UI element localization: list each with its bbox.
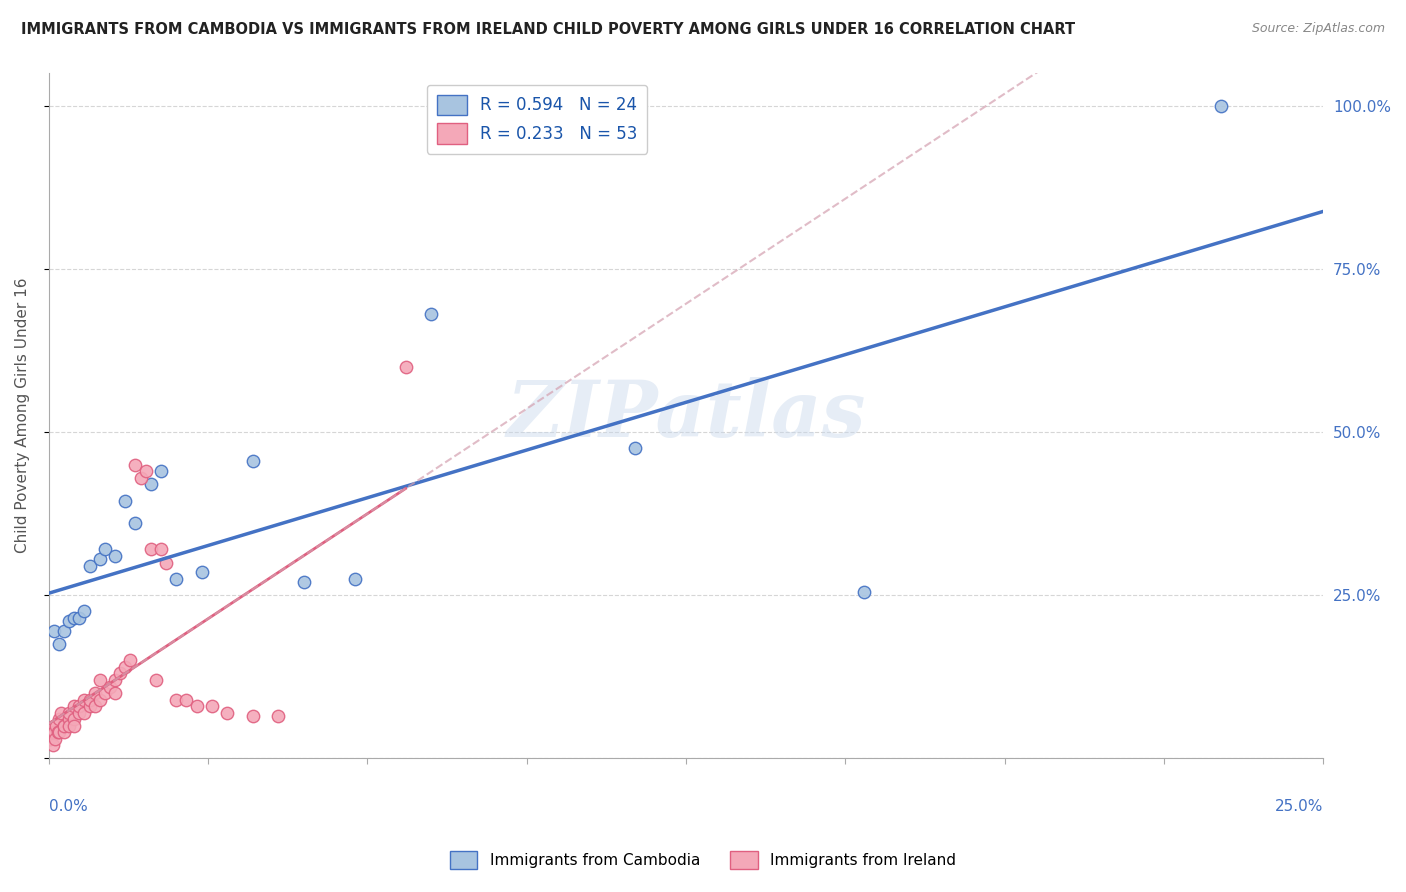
Point [48, 725, 70, 739]
Point [217, 706, 239, 720]
Point [73, 605, 96, 619]
Point [42, 719, 65, 733]
Point [83, 699, 105, 714]
Legend: R = 0.594   N = 24, R = 0.233   N = 53: R = 0.594 N = 24, R = 0.233 N = 53 [426, 85, 647, 153]
Point [139, 542, 162, 557]
Point [108, 666, 131, 681]
Point [1211, 98, 1233, 112]
Point [201, 699, 224, 714]
Point [165, 572, 187, 586]
Point [394, 359, 416, 374]
Point [46, 725, 69, 739]
Point [45, 719, 67, 733]
Point [83, 686, 105, 700]
Point [67, 611, 90, 625]
Point [135, 464, 157, 478]
Point [73, 692, 96, 706]
Point [129, 471, 152, 485]
Point [89, 692, 111, 706]
Point [94, 686, 117, 700]
Point [104, 673, 127, 687]
Point [53, 725, 76, 739]
Point [104, 686, 127, 700]
Point [186, 699, 208, 714]
Point [51, 706, 73, 720]
Y-axis label: Child Poverty Among Girls Under 16: Child Poverty Among Girls Under 16 [15, 278, 30, 553]
Text: IMMIGRANTS FROM CAMBODIA VS IMMIGRANTS FROM IRELAND CHILD POVERTY AMONG GIRLS UN: IMMIGRANTS FROM CAMBODIA VS IMMIGRANTS F… [21, 22, 1076, 37]
Point [63, 719, 86, 733]
Point [42, 624, 65, 638]
Text: ZIPatlas: ZIPatlas [506, 377, 866, 454]
Point [73, 706, 96, 720]
Point [42, 725, 65, 739]
Point [343, 572, 366, 586]
Point [149, 464, 172, 478]
Text: Source: ZipAtlas.com: Source: ZipAtlas.com [1251, 22, 1385, 36]
Point [420, 308, 443, 322]
Point [114, 660, 136, 674]
Point [94, 542, 117, 557]
Point [145, 673, 167, 687]
Point [853, 585, 876, 599]
Point [44, 731, 66, 746]
Point [120, 653, 142, 667]
Point [104, 549, 127, 563]
Point [165, 692, 187, 706]
Point [58, 712, 80, 726]
Point [53, 719, 76, 733]
Point [190, 566, 212, 580]
Point [58, 719, 80, 733]
Point [149, 542, 172, 557]
Text: 25.0%: 25.0% [1275, 799, 1323, 814]
Point [48, 637, 70, 651]
Point [79, 558, 101, 573]
Point [53, 624, 76, 638]
Point [58, 614, 80, 628]
Point [89, 552, 111, 566]
Point [155, 556, 177, 570]
Point [48, 712, 70, 726]
Point [242, 454, 264, 468]
Point [39, 731, 62, 746]
Point [63, 611, 86, 625]
Point [176, 692, 198, 706]
Point [98, 680, 121, 694]
Point [139, 477, 162, 491]
Point [38, 731, 60, 746]
Point [267, 709, 290, 723]
Point [63, 699, 86, 714]
Point [89, 673, 111, 687]
Point [39, 725, 62, 739]
Point [124, 516, 146, 531]
Legend: Immigrants from Cambodia, Immigrants from Ireland: Immigrants from Cambodia, Immigrants fro… [444, 845, 962, 875]
Point [292, 575, 315, 590]
Point [79, 699, 101, 714]
Point [42, 739, 65, 753]
Point [67, 699, 90, 714]
Point [58, 706, 80, 720]
Point [624, 442, 647, 456]
Point [67, 706, 90, 720]
Point [79, 692, 101, 706]
Point [124, 458, 146, 472]
Point [114, 493, 136, 508]
Point [63, 712, 86, 726]
Point [242, 709, 264, 723]
Point [53, 719, 76, 733]
Text: 0.0%: 0.0% [49, 799, 87, 814]
